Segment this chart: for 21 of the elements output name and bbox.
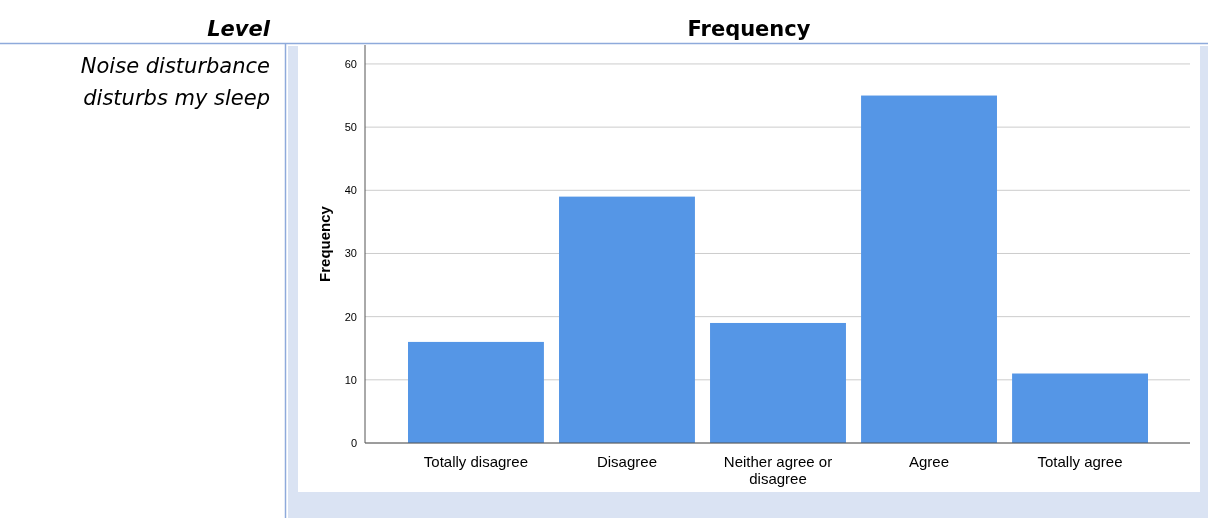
bar [861, 95, 997, 443]
bar [408, 341, 544, 443]
text: Noise disturbance disturbs my sleep [80, 54, 270, 110]
y-tick-label: 10 [344, 373, 357, 386]
y-axis-title: Frequency [316, 205, 333, 282]
bar [1012, 373, 1148, 443]
y-tick-label: 0 [350, 437, 357, 449]
x-tick-label: Agree [909, 453, 950, 470]
y-tick-label: 50 [344, 121, 357, 134]
bar [559, 196, 695, 443]
x-tick-label: Neither agree or disagree [723, 453, 833, 487]
bar [710, 322, 846, 443]
x-tick-label: Disagree [596, 453, 657, 470]
y-tick-label: 20 [344, 310, 357, 323]
text: Level [207, 17, 271, 41]
y-tick-label: 40 [344, 184, 357, 197]
x-tick-label: Totally disagree [423, 453, 529, 470]
y-tick-label: 60 [344, 57, 357, 70]
x-tick-label: Totally agree [1037, 453, 1123, 470]
y-tick-label: 30 [344, 247, 357, 260]
text: Frequency [687, 17, 811, 41]
